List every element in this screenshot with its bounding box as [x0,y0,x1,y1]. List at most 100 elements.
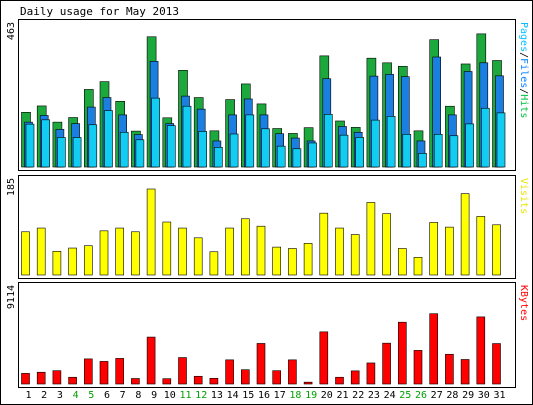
bar-visits-day-25 [397,248,407,276]
bar-pages-day-9 [151,97,160,168]
bar-visits-day-23 [366,202,376,276]
x-tick-label-day-2: 2 [41,390,47,401]
bar-kbytes-day-24 [382,342,391,385]
x-tick-label-day-17: 17 [274,390,286,401]
x-tick-label-day-28: 28 [446,390,458,401]
bar-pages-day-31 [496,112,506,168]
bar-visits-day-20 [319,212,329,276]
x-tick-label-day-11: 11 [179,390,191,401]
x-tick-label-day-7: 7 [120,390,126,401]
x-tick-label-day-25: 25 [399,390,411,401]
bar-kbytes-day-18 [288,359,297,385]
bar-visits-day-30 [476,216,486,276]
x-tick-label-day-4: 4 [73,390,79,401]
kbytes-panel-max-label: 9114 [6,285,17,309]
bar-pages-day-17 [276,145,286,168]
bar-kbytes-day-27 [429,313,439,385]
bar-pages-day-14 [229,133,239,168]
bar-pages-day-21 [339,134,349,168]
bar-visits-day-27 [429,222,439,276]
bar-visits-day-8 [131,231,140,276]
bar-kbytes-day-6 [99,361,109,385]
bar-kbytes-day-10 [162,378,172,385]
bar-kbytes-day-20 [319,331,329,385]
bar-kbytes-day-22 [350,370,360,385]
bar-kbytes-day-8 [131,378,140,385]
bar-pages-day-10 [167,125,176,168]
bar-kbytes-day-21 [335,376,344,385]
bar-pages-day-24 [386,116,396,168]
x-tick-label-day-10: 10 [164,390,176,401]
bar-pages-day-6 [104,110,113,168]
x-tick-label-day-5: 5 [88,390,94,401]
legend-part: / [518,52,529,58]
bar-visits-day-28 [445,226,454,276]
bar-visits-day-15 [241,218,250,276]
legend-part: Pages [518,22,529,52]
bar-pages-day-15 [245,114,255,168]
bar-kbytes-day-2 [36,371,46,385]
kbytes-panel-legend-label: KBytes [518,285,529,321]
bar-kbytes-day-11 [178,357,187,385]
bar-visits-day-7 [115,227,124,276]
bar-pages-day-8 [135,139,145,168]
x-tick-label-day-13: 13 [211,390,223,401]
bar-kbytes-day-13 [209,378,219,385]
hits-panel-legend-label: Pages/Files/Hits [518,22,529,118]
bar-visits-day-19 [303,243,313,276]
x-tick-label-day-29: 29 [462,390,474,401]
bar-visits-day-1 [21,231,30,276]
x-tick-label-day-22: 22 [352,390,364,401]
x-tick-label-day-31: 31 [493,390,505,401]
x-tick-label-day-27: 27 [431,390,443,401]
kbytes-panel-frame [18,282,516,388]
bar-pages-day-16 [261,128,270,168]
bar-kbytes-day-15 [241,369,250,385]
legend-part: Visits [518,178,529,214]
bar-visits-day-16 [256,225,266,276]
legend-part: Hits [518,94,529,118]
bar-visits-day-2 [36,227,46,276]
x-tick-label-day-20: 20 [321,390,333,401]
bar-pages-day-13 [214,147,223,168]
bar-visits-day-13 [209,251,219,276]
legend-part: / [518,88,529,94]
bar-kbytes-day-14 [225,359,234,385]
bar-kbytes-day-25 [397,321,407,385]
legend-part: Files [518,58,529,88]
x-tick-label-day-24: 24 [384,390,396,401]
bar-pages-day-20 [323,114,333,168]
bar-visits-day-18 [288,248,297,276]
bar-pages-day-12 [198,131,207,168]
bar-pages-day-22 [355,137,365,168]
bar-pages-day-5 [88,124,98,168]
visits-panel: 185 Visits [6,175,529,279]
x-tick-label-day-3: 3 [57,390,63,401]
bar-pages-day-29 [465,123,474,168]
bar-pages-day-28 [449,135,459,168]
bar-pages-day-7 [119,131,129,168]
bar-pages-day-27 [433,133,443,168]
bar-visits-day-21 [335,227,344,276]
bar-pages-day-25 [402,133,412,168]
x-tick-label-day-8: 8 [135,390,141,401]
x-tick-label-day-18: 18 [289,390,301,401]
bar-kbytes-day-26 [413,350,423,385]
bar-visits-day-29 [460,193,470,276]
bar-kbytes-day-12 [193,375,203,385]
bar-pages-day-1 [25,123,35,168]
bar-visits-day-17 [272,246,282,276]
bar-kbytes-day-19 [303,381,313,385]
bar-visits-day-26 [413,257,423,276]
x-tick-label-day-26: 26 [415,390,427,401]
chart-title: Daily usage for May 2013 [20,5,179,18]
bar-kbytes-day-7 [115,358,124,385]
bar-visits-day-31 [492,224,501,276]
bar-kbytes-day-31 [492,343,501,385]
bar-visits-day-24 [382,213,391,276]
x-tick-label-day-1: 1 [25,390,31,401]
bar-kbytes-day-23 [366,362,376,385]
bar-visits-day-22 [350,234,360,276]
